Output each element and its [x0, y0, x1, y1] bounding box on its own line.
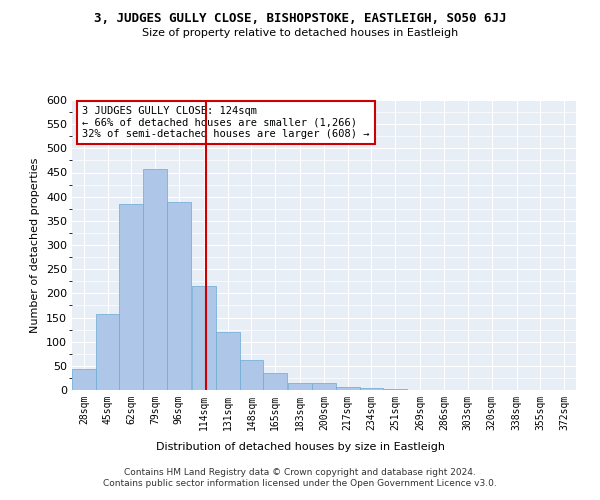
Bar	[167, 202, 191, 390]
Bar	[336, 386, 359, 390]
Bar	[96, 314, 119, 390]
Text: 3, JUDGES GULLY CLOSE, BISHOPSTOKE, EASTLEIGH, SO50 6JJ: 3, JUDGES GULLY CLOSE, BISHOPSTOKE, EAST…	[94, 12, 506, 26]
Y-axis label: Number of detached properties: Number of detached properties	[31, 158, 40, 332]
Text: Size of property relative to detached houses in Eastleigh: Size of property relative to detached ho…	[142, 28, 458, 38]
Text: Distribution of detached houses by size in Eastleigh: Distribution of detached houses by size …	[155, 442, 445, 452]
Bar	[289, 383, 312, 390]
Bar	[119, 204, 143, 390]
Bar	[359, 388, 383, 390]
Text: 3 JUDGES GULLY CLOSE: 124sqm
← 66% of detached houses are smaller (1,266)
32% of: 3 JUDGES GULLY CLOSE: 124sqm ← 66% of de…	[82, 106, 370, 139]
Bar	[192, 286, 216, 390]
Bar	[216, 332, 239, 390]
Bar	[263, 372, 287, 390]
Bar	[72, 369, 96, 390]
Bar	[143, 169, 167, 390]
Bar	[239, 360, 263, 390]
Text: Contains HM Land Registry data © Crown copyright and database right 2024.
Contai: Contains HM Land Registry data © Crown c…	[103, 468, 497, 487]
Bar	[312, 383, 336, 390]
Bar	[383, 388, 407, 390]
